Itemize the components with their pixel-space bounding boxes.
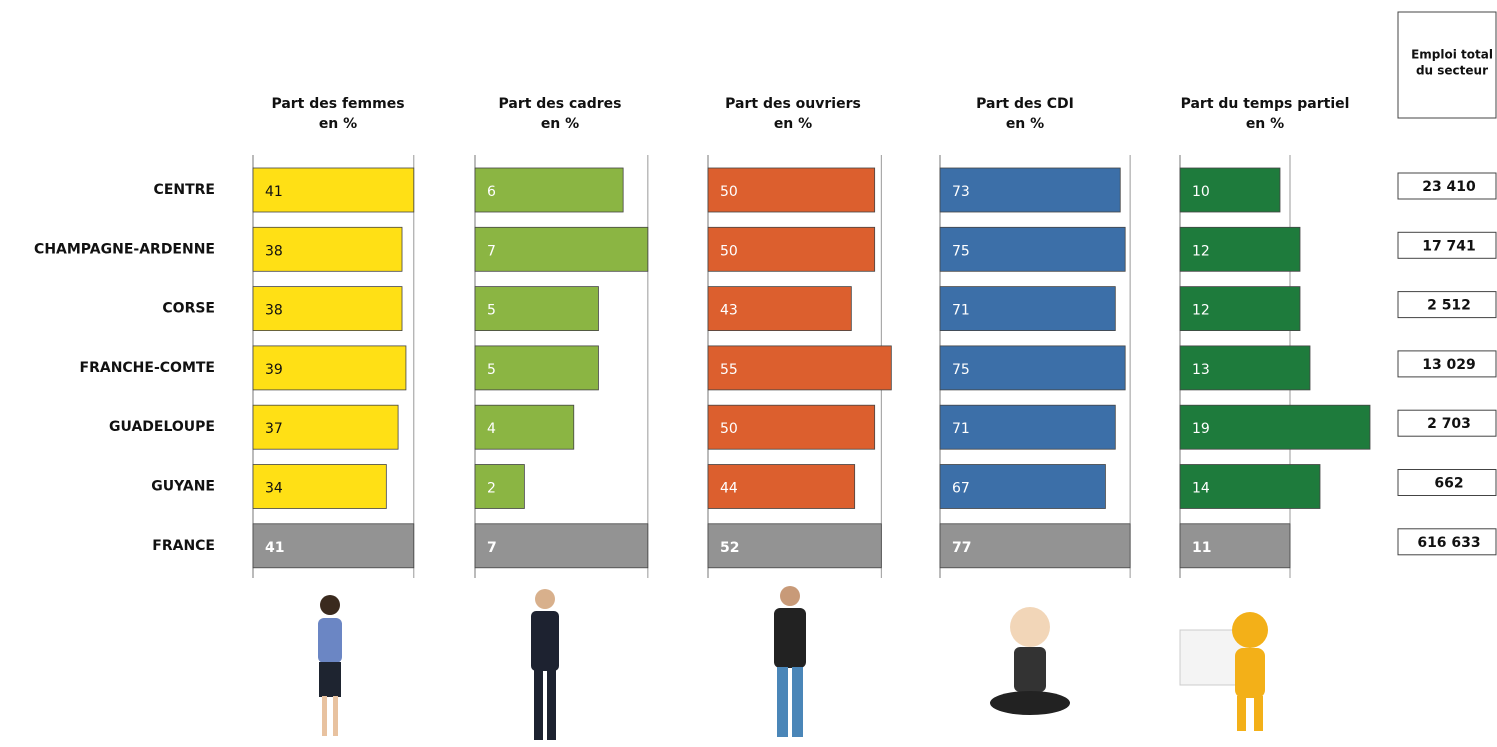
value-label: 38 <box>265 243 283 259</box>
value-label: 10 <box>1192 184 1210 200</box>
value-label: 19 <box>1192 421 1210 437</box>
value-label: 7 <box>487 243 496 259</box>
table-value: 662 <box>1434 476 1463 492</box>
value-label: 71 <box>952 303 970 319</box>
value-label: 7 <box>487 540 497 556</box>
chart: CENTRE CHAMPAGNE-ARDENNE CORSE FRANCHE-COMT… <box>0 0 1497 747</box>
figure-zen <box>990 607 1070 715</box>
value-label: 5 <box>487 303 496 319</box>
figures <box>318 586 1268 740</box>
value-label: 75 <box>952 362 970 378</box>
panel-title: en % <box>541 116 579 132</box>
value-label: 2 <box>487 481 496 497</box>
value-label: 44 <box>720 481 738 497</box>
table-value: 17 741 <box>1422 238 1476 254</box>
value-label: 12 <box>1192 303 1210 319</box>
figure-woman <box>318 595 342 736</box>
value-label: 50 <box>720 421 738 437</box>
panel-title: Part du temps partiel <box>1181 96 1350 112</box>
value-label: 77 <box>952 540 971 556</box>
table-value: 23 410 <box>1422 179 1476 195</box>
value-label: 52 <box>720 540 739 556</box>
value-label: 12 <box>1192 243 1210 259</box>
panel-title: en % <box>774 116 812 132</box>
value-label: 4 <box>487 421 496 437</box>
category-label: CHAMPAGNE-ARDENNE <box>34 241 215 257</box>
value-label: 34 <box>265 481 283 497</box>
panel-title: en % <box>319 116 357 132</box>
table-title: du secteur <box>1416 64 1488 78</box>
table-value: 2 512 <box>1427 298 1471 314</box>
panel-title: Part des CDI <box>976 96 1074 112</box>
category-label: FRANCE <box>152 538 215 554</box>
table-title: Emploi total <box>1411 48 1493 62</box>
value-label: 75 <box>952 243 970 259</box>
bar <box>475 168 623 212</box>
value-label: 50 <box>720 184 738 200</box>
panel-title: en % <box>1246 116 1284 132</box>
value-label: 55 <box>720 362 738 378</box>
category-label: GUYANE <box>151 479 215 495</box>
value-label: 43 <box>720 303 738 319</box>
value-label: 13 <box>1192 362 1210 378</box>
category-label: CENTRE <box>154 182 215 198</box>
panel-title: en % <box>1006 116 1044 132</box>
value-label: 14 <box>1192 481 1210 497</box>
bar <box>475 465 524 509</box>
table-value: 2 703 <box>1427 416 1471 432</box>
value-label: 41 <box>265 184 283 200</box>
value-label: 73 <box>952 184 970 200</box>
figure-calendar <box>1180 612 1268 731</box>
figure-worker <box>774 586 806 737</box>
panel-title: Part des femmes <box>271 96 404 112</box>
value-label: 37 <box>265 421 283 437</box>
table-value: 616 633 <box>1417 535 1480 551</box>
value-label: 67 <box>952 481 970 497</box>
value-label: 11 <box>1192 540 1211 556</box>
value-label: 38 <box>265 303 283 319</box>
panel-title: Part des cadres <box>498 96 621 112</box>
bar <box>475 524 648 568</box>
value-label: 6 <box>487 184 496 200</box>
value-label: 71 <box>952 421 970 437</box>
table-value: 13 029 <box>1422 357 1476 373</box>
category-label: FRANCHE-COMTE <box>80 360 215 376</box>
value-label: 5 <box>487 362 496 378</box>
category-label: CORSE <box>162 301 215 317</box>
panel-title: Part des ouvriers <box>725 96 861 112</box>
category-label: GUADELOUPE <box>109 419 215 435</box>
value-label: 50 <box>720 243 738 259</box>
value-label: 41 <box>265 540 284 556</box>
figure-manager <box>531 589 559 740</box>
bar <box>475 227 648 271</box>
value-label: 39 <box>265 362 283 378</box>
